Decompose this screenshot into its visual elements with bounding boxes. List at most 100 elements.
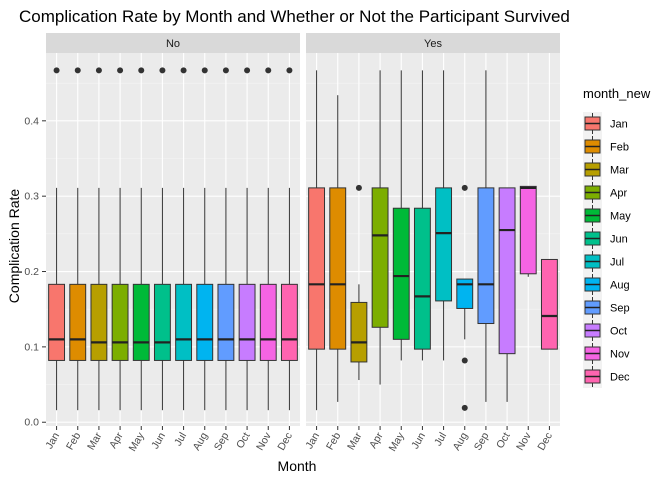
box-jun <box>153 67 171 411</box>
x-tick-label: Mar <box>85 430 105 452</box>
iqr-box <box>48 283 66 361</box>
iqr-box <box>308 187 326 350</box>
box-aug <box>456 184 474 411</box>
y-tick-label: 0.4 <box>24 115 39 127</box>
legend-item-jan: Jan <box>583 112 628 135</box>
panel-background <box>46 53 300 426</box>
legend-label: May <box>610 211 631 223</box>
x-tick-label: May <box>387 430 408 454</box>
legend-label: Mar <box>610 165 629 177</box>
box-oct <box>238 67 256 411</box>
outlier-point <box>222 67 229 74</box>
x-tick-label: Feb <box>64 430 84 452</box>
box-may <box>392 70 410 361</box>
y-tick-label: 0.2 <box>24 266 39 278</box>
iqr-box <box>456 278 474 309</box>
panel-background <box>306 53 560 426</box>
box-jul <box>175 67 193 411</box>
x-tick-label: Nov <box>514 430 534 453</box>
x-tick-label: Oct <box>494 430 513 450</box>
x-axis-title: Month <box>278 458 317 474</box>
x-tick-label: Sep <box>212 430 232 452</box>
iqr-box <box>111 283 129 361</box>
y-tick-label: 0.3 <box>24 191 39 203</box>
box-feb <box>329 95 347 402</box>
x-tick-label: Feb <box>324 430 344 452</box>
legend-label: Feb <box>610 142 629 154</box>
iqr-box <box>540 258 558 350</box>
iqr-box <box>69 283 87 361</box>
box-dec <box>540 258 558 350</box>
legend-label: Dec <box>610 372 630 384</box>
legend-item-mar: Mar <box>583 158 629 181</box>
chart-title: Complication Rate by Month and Whether o… <box>19 7 570 26</box>
iqr-box <box>175 283 193 361</box>
outlier-point <box>244 67 251 74</box>
legend-item-dec: Dec <box>583 365 630 388</box>
box-nov <box>519 185 537 277</box>
iqr-box <box>238 283 256 361</box>
x-tick-label: Jan <box>303 430 322 451</box>
iqr-box <box>350 301 368 363</box>
iqr-box <box>498 187 516 355</box>
x-tick-label: Oct <box>234 430 253 450</box>
box-jun <box>413 70 431 361</box>
x-tick-label: Aug <box>191 430 211 452</box>
box-apr <box>111 67 129 411</box>
box-nov <box>259 67 277 411</box>
facet-strip-label: Yes <box>424 38 442 50</box>
legend-item-nov: Nov <box>583 342 630 365</box>
legend-item-sep: Sep <box>583 296 630 319</box>
outlier-point <box>286 67 293 74</box>
legend-label: Jun <box>610 234 628 246</box>
legend-item-jun: Jun <box>583 227 628 250</box>
box-may <box>132 67 150 411</box>
y-axis-title: Complication Rate <box>6 189 22 304</box>
box-jan <box>308 70 326 411</box>
legend-label: Sep <box>610 303 630 315</box>
facet-strip <box>306 33 560 53</box>
iqr-box <box>132 283 150 361</box>
box-jul <box>435 70 453 361</box>
x-tick-label: Nov <box>254 430 274 453</box>
legend-label: Nov <box>610 349 630 361</box>
box-mar <box>350 184 368 381</box>
x-tick-label: Jun <box>149 430 168 451</box>
legend-label: Jan <box>610 119 628 131</box>
outlier-point <box>461 184 468 191</box>
box-dec <box>280 67 298 411</box>
legend-label: Jul <box>610 257 624 269</box>
box-sep <box>217 67 235 411</box>
outlier-point <box>201 67 208 74</box>
legend-label: Aug <box>610 280 630 292</box>
iqr-box <box>280 283 298 361</box>
box-aug <box>196 67 214 411</box>
legend-item-apr: Apr <box>583 181 627 204</box>
box-sep <box>477 70 495 402</box>
x-tick-label: Jul <box>172 431 189 449</box>
box-apr <box>371 70 389 385</box>
x-tick-label: Sep <box>472 430 492 452</box>
legend-item-feb: Feb <box>583 135 629 158</box>
outlier-point <box>461 404 468 411</box>
x-tick-label: Mar <box>345 430 365 452</box>
x-tick-label: May <box>127 430 148 454</box>
x-tick-label: Jul <box>432 431 449 449</box>
x-tick-label: Jan <box>43 430 62 451</box>
legend-item-aug: Aug <box>583 273 630 296</box>
legend: month_new Jan Feb Mar Apr May Jun Jul Aug Sep Oct… <box>583 86 651 388</box>
x-tick-label: Jun <box>409 430 428 451</box>
outlier-point <box>138 67 145 74</box>
x-tick-label: Aug <box>451 430 471 452</box>
x-tick-label: Apr <box>367 430 386 451</box>
iqr-box <box>196 283 214 361</box>
legend-item-jul: Jul <box>583 250 624 273</box>
y-tick-label: 0.1 <box>24 341 39 353</box>
iqr-box <box>477 187 495 325</box>
iqr-box <box>371 187 389 328</box>
x-tick-label: Dec <box>535 431 555 453</box>
facet-strip <box>46 33 300 53</box>
iqr-box <box>392 207 410 340</box>
